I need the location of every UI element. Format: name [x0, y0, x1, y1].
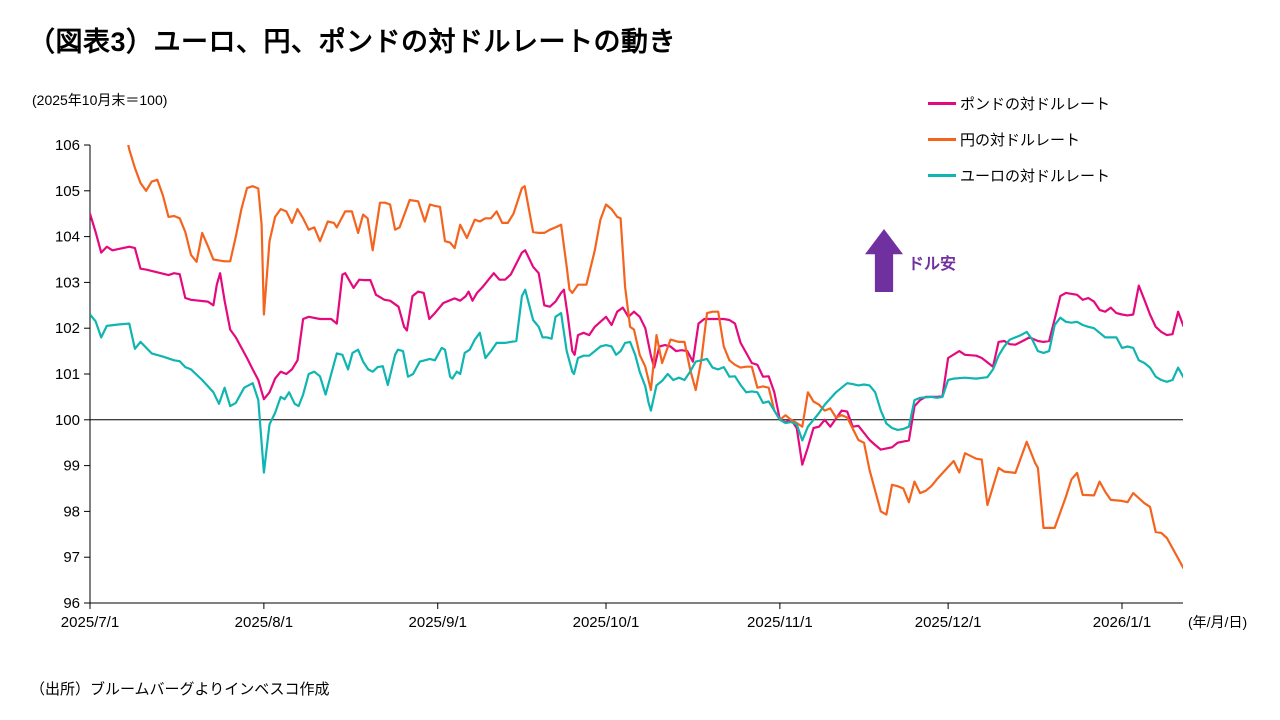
y-tick-label: 100 [55, 412, 80, 429]
y-tick-label: 98 [63, 503, 80, 520]
source-note: （出所）ブルームバーグよりインベスコ作成 [30, 681, 330, 698]
legend-item-yen: 円の対ドルレート [928, 128, 1110, 150]
y-tick-label: 99 [63, 458, 80, 475]
y-tick-label: 105 [55, 183, 80, 200]
y-tick-label: 96 [63, 595, 80, 612]
legend-label-yen: 円の対ドルレート [960, 131, 1081, 149]
x-tick-label: 2025/12/1 [915, 614, 982, 631]
legend-item-euro: ユーロの対ドルレート [928, 164, 1110, 186]
legend: ポンドの対ドルレート 円の対ドルレート ユーロの対ドルレート [928, 92, 1110, 186]
y-tick-label: 104 [55, 229, 80, 246]
legend-label-euro: ユーロの対ドルレート [960, 167, 1111, 185]
index-base-note: (2025年10月末＝100) [32, 92, 168, 108]
legend-label-pound: ポンドの対ドルレート [960, 95, 1111, 113]
pound-line-swatch [928, 101, 956, 105]
dollar-weak-annotation: ドル安 [908, 256, 957, 273]
x-tick-label: 2025/8/1 [235, 614, 293, 631]
x-tick-label: 2025/11/1 [747, 614, 813, 631]
y-tick-label: 101 [55, 366, 80, 383]
x-tick-label: 2025/9/1 [409, 614, 467, 631]
y-tick-label: 102 [55, 320, 80, 337]
legend-item-pound: ポンドの対ドルレート [928, 92, 1110, 114]
x-tick-label: 2025/7/1 [61, 614, 119, 631]
euro-line-swatch [928, 173, 956, 177]
x-tick-label: 2026/1/1 [1093, 614, 1151, 631]
x-tick-label: 2025/10/1 [573, 614, 640, 631]
page-title: （図表3）ユーロ、円、ポンドの対ドルレートの動き [28, 27, 677, 57]
euro-series-line [90, 288, 1183, 474]
yen-line-swatch [928, 137, 956, 141]
yen-series-line [127, 145, 1183, 570]
y-tick-label: 103 [55, 274, 80, 291]
y-tick-label: 106 [55, 137, 80, 154]
y-tick-label: 97 [63, 549, 80, 566]
x-axis-unit-label: (年/月/日) [1188, 614, 1248, 630]
